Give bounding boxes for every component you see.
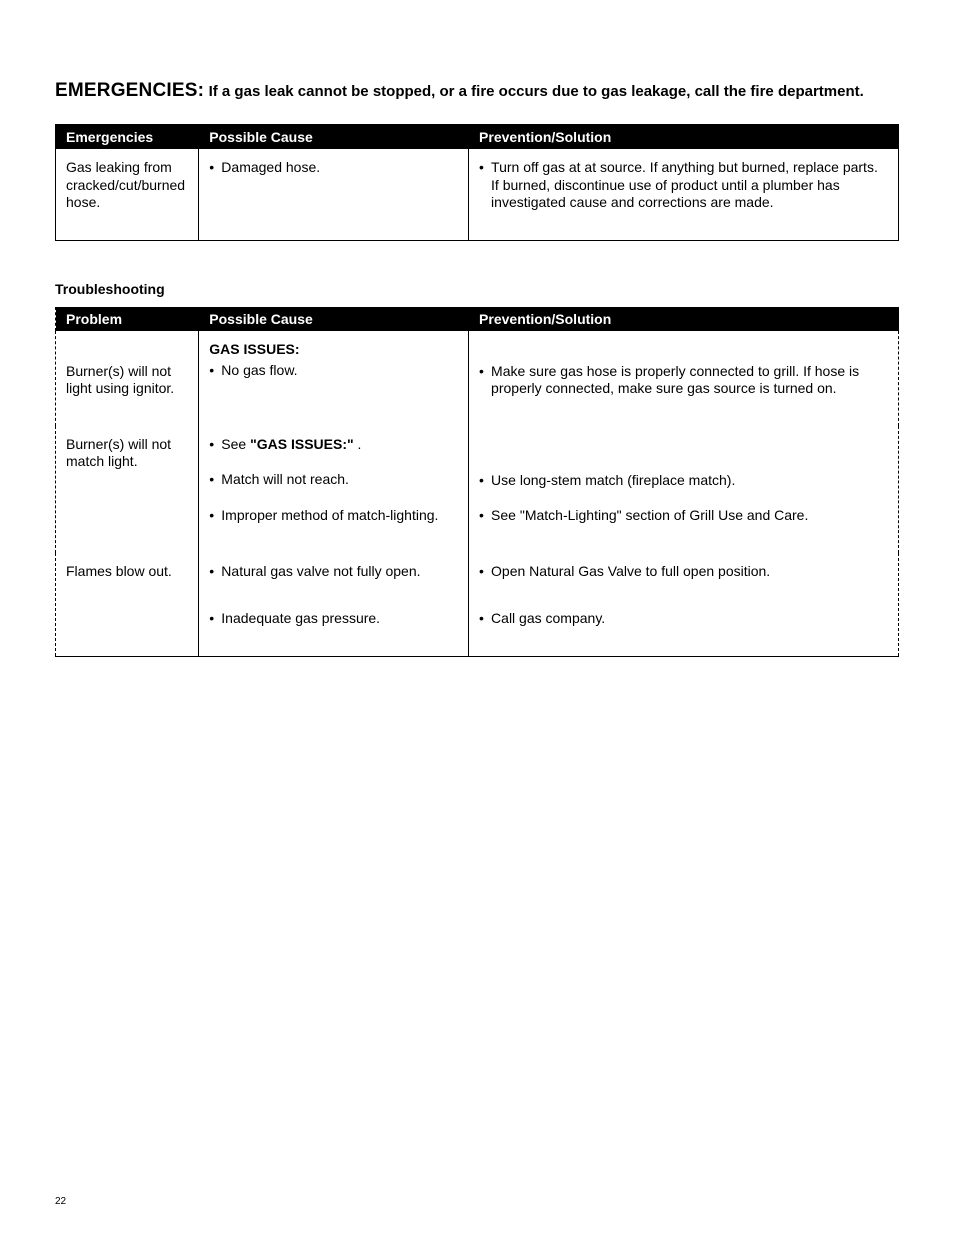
problem-text: Burner(s) will not light using ignitor.	[66, 363, 174, 397]
bullet-icon: •	[209, 610, 221, 628]
bullet-icon: •	[479, 472, 491, 490]
bullet-icon: •	[479, 610, 491, 628]
cell-solution: • Use long-stem match (fireplace match).…	[469, 426, 899, 553]
cause-text: Inadequate gas pressure.	[221, 610, 458, 628]
cause-text: See "GAS ISSUES:" .	[221, 436, 458, 454]
page-number: 22	[55, 1196, 66, 1207]
cell-problem: Burner(s) will not light using ignitor.	[56, 331, 199, 426]
heading-subtitle: If a gas leak cannot be stopped, or a fi…	[209, 83, 864, 100]
bullet-icon: •	[479, 159, 491, 212]
solution-text: Open Natural Gas Valve to full open posi…	[491, 563, 888, 581]
cause-text: Damaged hose.	[221, 159, 458, 177]
bullet-icon: •	[209, 471, 221, 489]
cell-cause: • See "GAS ISSUES:" . • Match will not r…	[199, 426, 469, 553]
cause-bold: "GAS ISSUES:"	[250, 436, 354, 452]
solution-text: Turn off gas at at source. If anything b…	[491, 159, 888, 212]
bullet-icon: •	[479, 507, 491, 525]
cause-text: Improper method of match-lighting.	[221, 507, 458, 525]
cause-pre: See	[221, 436, 250, 452]
heading-title: EMERGENCIES:	[55, 80, 204, 101]
cause-text: Natural gas valve not fully open.	[221, 563, 458, 581]
solution-text: Call gas company.	[491, 610, 888, 628]
cause-text: No gas flow.	[221, 362, 458, 380]
table-row: Burner(s) will not match light. • See "G…	[56, 426, 899, 553]
col-header-cause: Possible Cause	[199, 125, 469, 150]
solution-text: Use long-stem match (fireplace match).	[491, 472, 888, 490]
cell-cause: • Natural gas valve not fully open. • In…	[199, 553, 469, 657]
table-header-row: Problem Possible Cause Prevention/Soluti…	[56, 307, 899, 331]
cell-problem: Burner(s) will not match light.	[56, 426, 199, 553]
table-header-row: Emergencies Possible Cause Prevention/So…	[56, 125, 899, 150]
table-row: Flames blow out. • Natural gas valve not…	[56, 553, 899, 657]
gas-issues-heading: GAS ISSUES:	[209, 341, 458, 359]
bullet-icon: •	[479, 563, 491, 581]
table-row: Gas leaking from cracked/cut/burned hose…	[56, 149, 899, 240]
cell-cause: GAS ISSUES: • No gas flow.	[199, 331, 469, 426]
emergencies-heading: EMERGENCIES: If a gas leak cannot be sto…	[55, 80, 899, 102]
cell-problem: Flames blow out.	[56, 553, 199, 657]
emergencies-table: Emergencies Possible Cause Prevention/So…	[55, 124, 899, 241]
cell-solution: • Open Natural Gas Valve to full open po…	[469, 553, 899, 657]
col-header-emergencies: Emergencies	[56, 125, 199, 150]
cell-solution: • Turn off gas at at source. If anything…	[469, 149, 899, 240]
cause-text: Match will not reach.	[221, 471, 458, 489]
cell-cause: • Damaged hose.	[199, 149, 469, 240]
cause-post: .	[354, 436, 362, 452]
col-header-problem: Problem	[56, 307, 199, 331]
col-header-cause: Possible Cause	[199, 307, 469, 331]
troubleshooting-label: Troubleshooting	[55, 281, 899, 297]
cell-solution: • Make sure gas hose is properly connect…	[469, 331, 899, 426]
cell-emergency: Gas leaking from cracked/cut/burned hose…	[56, 149, 199, 240]
bullet-icon: •	[479, 363, 491, 398]
solution-text: Make sure gas hose is properly connected…	[491, 363, 888, 398]
page: EMERGENCIES: If a gas leak cannot be sto…	[0, 0, 954, 1235]
bullet-icon: •	[209, 362, 221, 380]
bullet-icon: •	[209, 507, 221, 525]
bullet-icon: •	[209, 563, 221, 581]
solution-text: See "Match-Lighting" section of Grill Us…	[491, 507, 888, 525]
bullet-icon: •	[209, 159, 221, 177]
col-header-solution: Prevention/Solution	[469, 307, 899, 331]
bullet-icon: •	[209, 436, 221, 454]
troubleshooting-table: Problem Possible Cause Prevention/Soluti…	[55, 307, 899, 657]
table-row: Burner(s) will not light using ignitor. …	[56, 331, 899, 426]
col-header-solution: Prevention/Solution	[469, 125, 899, 150]
